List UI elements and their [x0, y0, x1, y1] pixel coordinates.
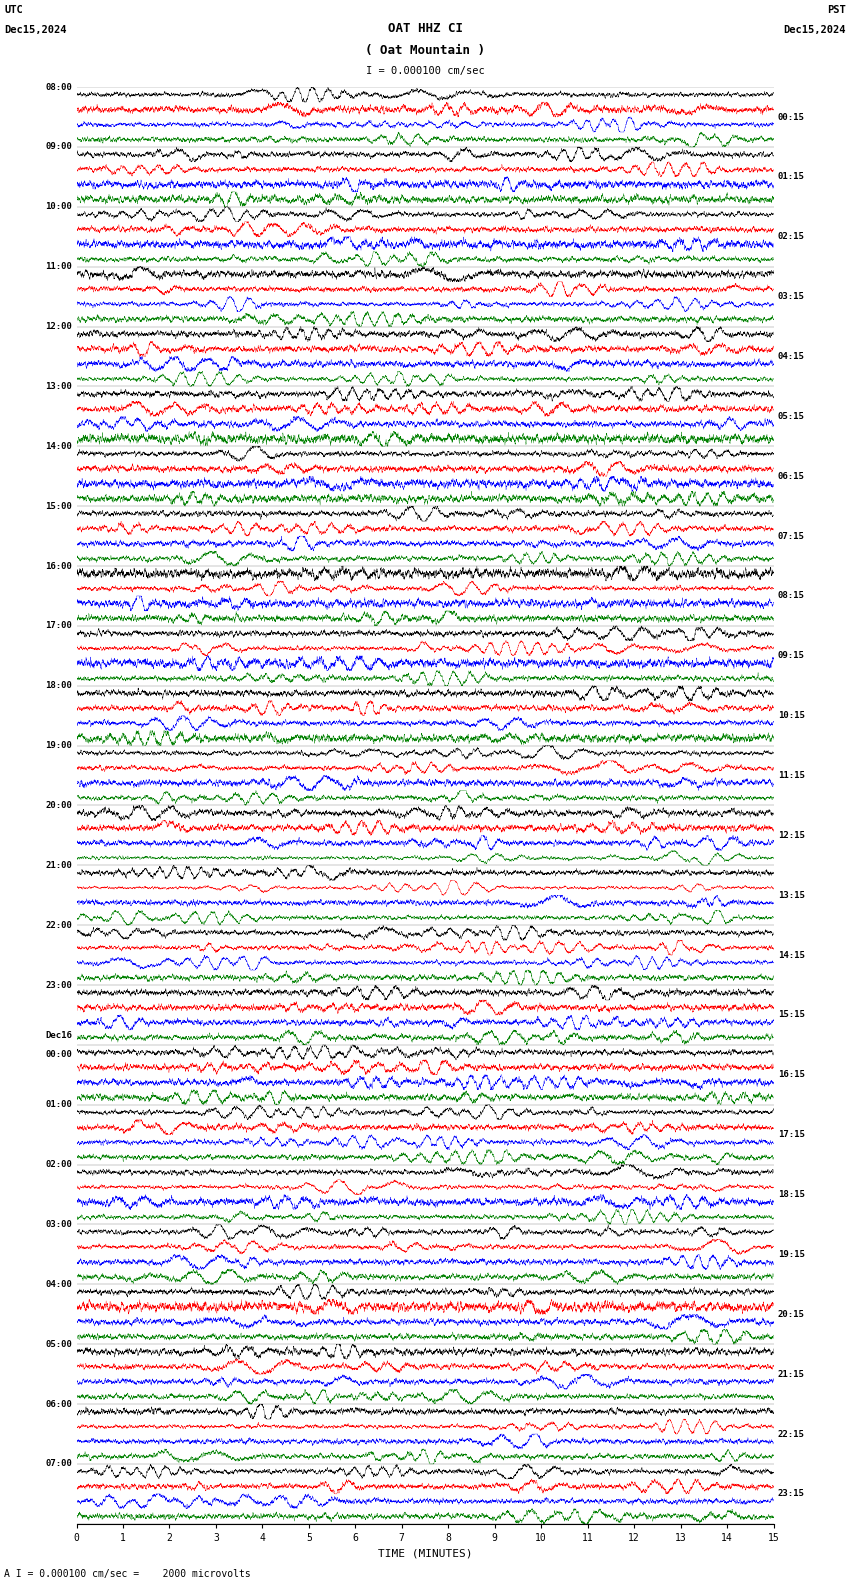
Text: 16:00: 16:00: [45, 561, 72, 570]
Text: 22:15: 22:15: [778, 1429, 805, 1438]
Text: 07:15: 07:15: [778, 532, 805, 540]
Text: 23:00: 23:00: [45, 980, 72, 990]
Text: 11:00: 11:00: [45, 263, 72, 271]
Text: 17:00: 17:00: [45, 621, 72, 630]
Text: 21:15: 21:15: [778, 1370, 805, 1378]
Text: 02:00: 02:00: [45, 1159, 72, 1169]
Text: 19:00: 19:00: [45, 741, 72, 751]
Text: 20:15: 20:15: [778, 1310, 805, 1319]
Text: 16:15: 16:15: [778, 1071, 805, 1079]
Text: 09:00: 09:00: [45, 143, 72, 152]
Text: 08:15: 08:15: [778, 591, 805, 600]
Text: 15:15: 15:15: [778, 1011, 805, 1020]
Text: 05:15: 05:15: [778, 412, 805, 421]
Text: 05:00: 05:00: [45, 1340, 72, 1348]
Text: 06:00: 06:00: [45, 1400, 72, 1408]
Text: Dec15,2024: Dec15,2024: [783, 25, 846, 35]
Text: 02:15: 02:15: [778, 233, 805, 241]
Text: 12:00: 12:00: [45, 322, 72, 331]
Text: 01:00: 01:00: [45, 1101, 72, 1109]
Text: 12:15: 12:15: [778, 832, 805, 840]
Text: ( Oat Mountain ): ( Oat Mountain ): [365, 44, 485, 57]
Text: 14:00: 14:00: [45, 442, 72, 451]
Text: 20:00: 20:00: [45, 802, 72, 809]
Text: Dec15,2024: Dec15,2024: [4, 25, 67, 35]
Text: 15:00: 15:00: [45, 502, 72, 510]
Text: 17:15: 17:15: [778, 1131, 805, 1139]
Text: 03:15: 03:15: [778, 291, 805, 301]
Text: 23:15: 23:15: [778, 1489, 805, 1498]
Text: UTC: UTC: [4, 5, 23, 14]
Text: 00:15: 00:15: [778, 112, 805, 122]
Text: OAT HHZ CI: OAT HHZ CI: [388, 22, 462, 35]
Text: 00:00: 00:00: [45, 1050, 72, 1058]
Text: 13:00: 13:00: [45, 382, 72, 391]
Text: 22:00: 22:00: [45, 920, 72, 930]
Text: 04:15: 04:15: [778, 352, 805, 361]
X-axis label: TIME (MINUTES): TIME (MINUTES): [377, 1549, 473, 1559]
Text: 03:00: 03:00: [45, 1220, 72, 1229]
Text: 13:15: 13:15: [778, 890, 805, 900]
Text: A I = 0.000100 cm/sec =    2000 microvolts: A I = 0.000100 cm/sec = 2000 microvolts: [4, 1570, 251, 1579]
Text: 01:15: 01:15: [778, 173, 805, 182]
Text: 11:15: 11:15: [778, 771, 805, 779]
Text: 06:15: 06:15: [778, 472, 805, 480]
Text: 21:00: 21:00: [45, 860, 72, 870]
Text: 18:00: 18:00: [45, 681, 72, 691]
Text: Dec16: Dec16: [45, 1031, 72, 1041]
Text: 10:15: 10:15: [778, 711, 805, 721]
Text: 19:15: 19:15: [778, 1250, 805, 1259]
Text: 10:00: 10:00: [45, 203, 72, 211]
Text: 04:00: 04:00: [45, 1280, 72, 1289]
Text: 08:00: 08:00: [45, 82, 72, 92]
Text: 18:15: 18:15: [778, 1190, 805, 1199]
Text: I = 0.000100 cm/sec: I = 0.000100 cm/sec: [366, 67, 484, 76]
Text: 09:15: 09:15: [778, 651, 805, 661]
Text: 07:00: 07:00: [45, 1459, 72, 1468]
Text: PST: PST: [827, 5, 846, 14]
Text: 14:15: 14:15: [778, 950, 805, 960]
